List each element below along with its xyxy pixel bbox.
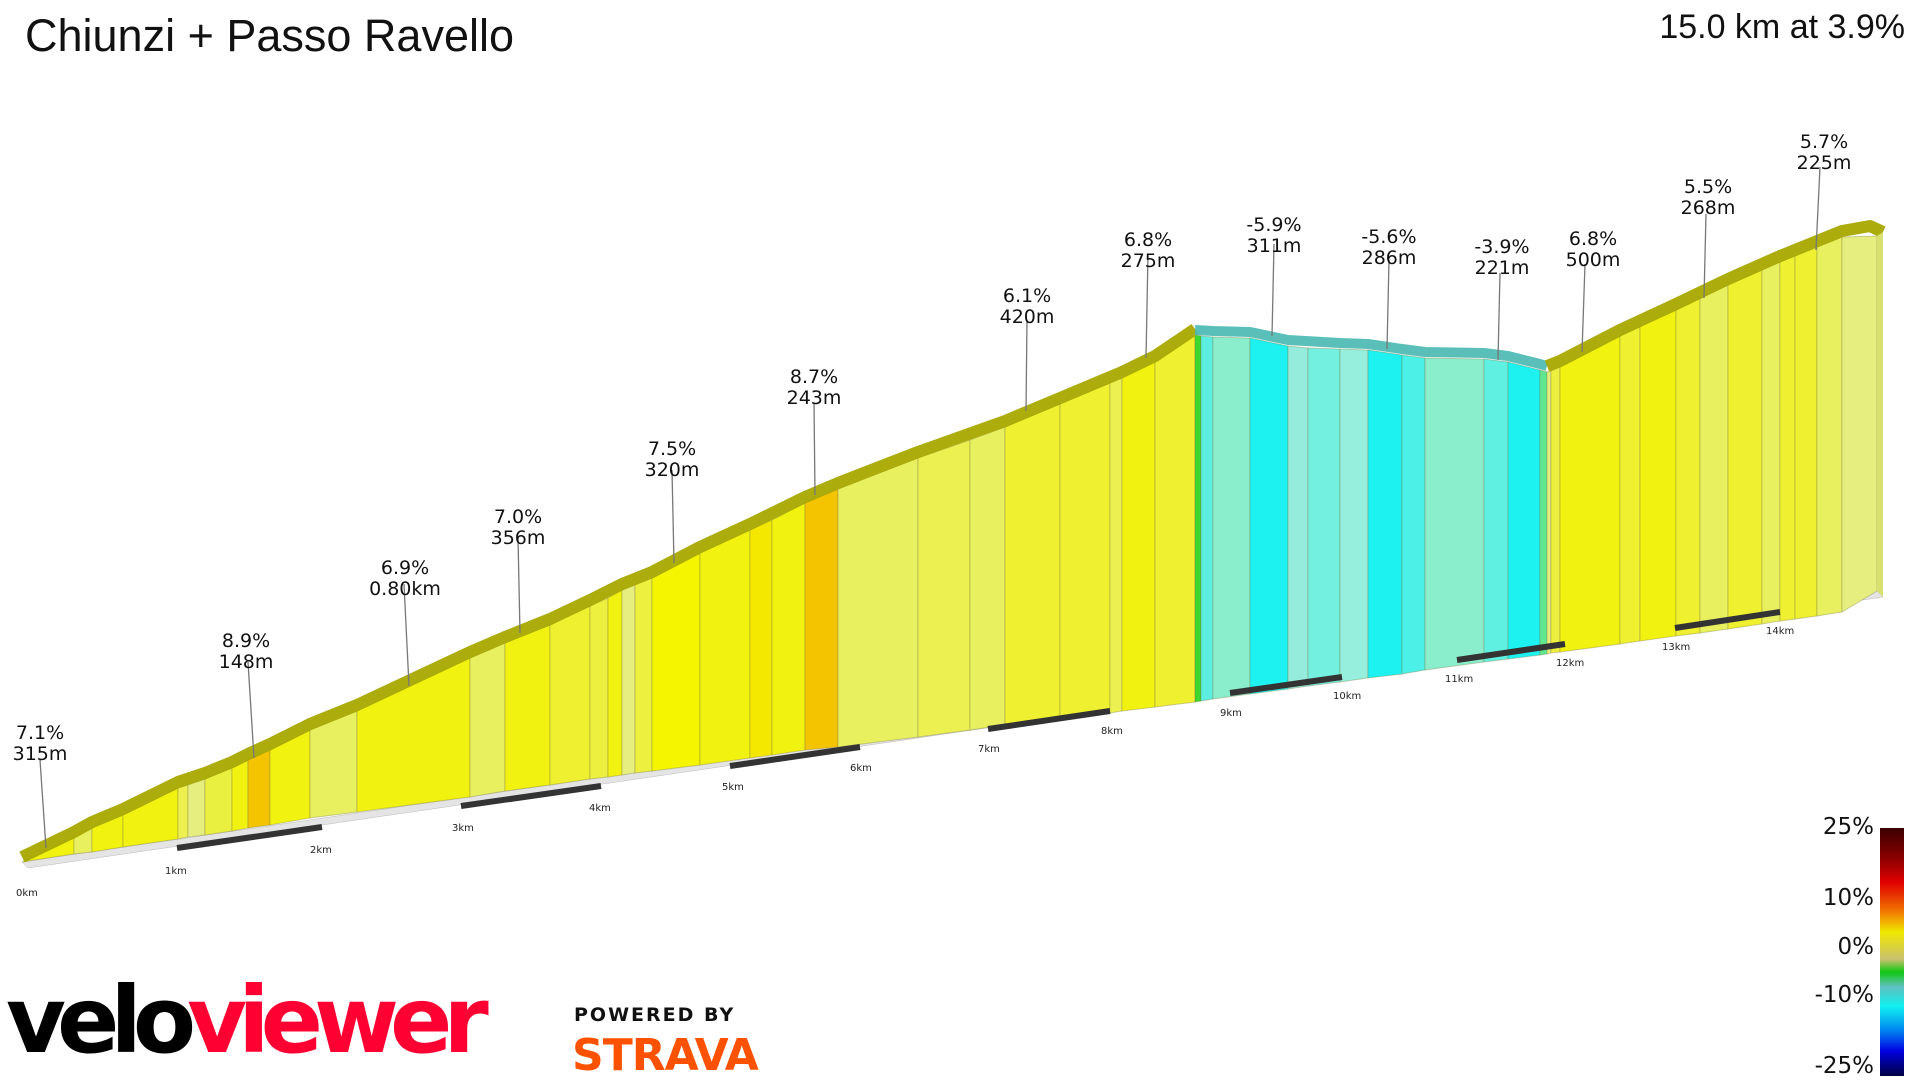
- legend-label-0: 0%: [1837, 934, 1875, 960]
- svg-text:14km: 14km: [1766, 626, 1794, 637]
- logo-viewer: viewer: [187, 967, 489, 1074]
- profile-ridge-descent: [1194, 325, 1549, 371]
- profile-ridge-final: [1544, 220, 1886, 372]
- callout-length: 315m: [13, 743, 68, 765]
- svg-text:4km: 4km: [589, 803, 611, 814]
- svg-text:8km: 8km: [1101, 726, 1123, 737]
- callout-grade: 8.7%: [790, 366, 838, 388]
- legend-label-minus10: -10%: [1814, 982, 1874, 1008]
- powered-by-label: POWERED BY: [574, 1004, 736, 1026]
- profile-end-face: [1877, 232, 1883, 597]
- callout-length: 148m: [219, 651, 274, 673]
- svg-text:7km: 7km: [978, 744, 1000, 755]
- callout-length: 356m: [491, 527, 546, 549]
- profile-ridge: [19, 324, 1199, 863]
- callout-grade: -5.9%: [1246, 214, 1301, 236]
- callout-grade: 7.5%: [648, 438, 696, 460]
- callout-grade: -3.9%: [1474, 236, 1529, 258]
- logo-velo: velo: [6, 967, 196, 1074]
- svg-text:0km: 0km: [16, 888, 38, 899]
- callout-length: 420m: [1000, 306, 1055, 328]
- legend-label-10: 10%: [1822, 885, 1874, 911]
- km-scale: [176, 609, 1781, 851]
- callout-length: 286m: [1362, 247, 1417, 269]
- callout-grade: 6.8%: [1569, 228, 1617, 250]
- svg-text:3km: 3km: [452, 823, 474, 834]
- gradient-slices: [21, 235, 1878, 863]
- climb-summary: 15.0 km at 3.9%: [1659, 8, 1905, 46]
- callout-grade: 6.8%: [1124, 229, 1172, 251]
- callout-length: 311m: [1247, 235, 1302, 257]
- gradient-color-legend: [1880, 828, 1904, 1076]
- svg-text:13km: 13km: [1662, 642, 1690, 653]
- svg-text:10km: 10km: [1333, 691, 1361, 702]
- veloviewer-logo: veloviewer: [6, 975, 489, 1067]
- callout-length: 275m: [1121, 250, 1176, 272]
- svg-text:1km: 1km: [165, 866, 187, 877]
- callout-grade: 7.1%: [16, 722, 64, 744]
- callout-length: 268m: [1681, 197, 1736, 219]
- svg-text:2km: 2km: [310, 845, 332, 856]
- callout-grade: 7.0%: [494, 506, 542, 528]
- callout-grade: 5.5%: [1684, 176, 1732, 198]
- callout-labels: 7.1% 315m 8.9% 148m 6.9% 0.80km 7.0% 356…: [13, 131, 1852, 765]
- legend-label-25: 25%: [1822, 814, 1874, 840]
- callout-length: 320m: [645, 459, 700, 481]
- svg-text:11km: 11km: [1445, 674, 1473, 685]
- legend-label-minus25: -25%: [1814, 1053, 1874, 1079]
- callout-length: 0.80km: [369, 578, 441, 600]
- callout-grade: 6.1%: [1003, 285, 1051, 307]
- svg-text:9km: 9km: [1220, 708, 1242, 719]
- svg-text:12km: 12km: [1556, 658, 1584, 669]
- strava-logo: STRAVA: [572, 1030, 759, 1081]
- svg-text:6km: 6km: [850, 763, 872, 774]
- callout-grade: 6.9%: [381, 557, 429, 579]
- callout-leaders: [39, 166, 1821, 849]
- climb-title: Chiunzi + Passo Ravello: [25, 10, 515, 61]
- callout-grade: 8.9%: [222, 630, 270, 652]
- callout-grade: -5.6%: [1361, 226, 1416, 248]
- callout-length: 500m: [1566, 249, 1621, 271]
- callout-length: 243m: [787, 387, 842, 409]
- callout-length: 225m: [1797, 152, 1852, 174]
- callout-length: 221m: [1475, 257, 1530, 279]
- km-labels: 0km 1km 2km 3km 4km 5km 6km 7km 8km 9km …: [16, 626, 1794, 899]
- svg-text:5km: 5km: [722, 782, 744, 793]
- callout-grade: 5.7%: [1800, 131, 1848, 153]
